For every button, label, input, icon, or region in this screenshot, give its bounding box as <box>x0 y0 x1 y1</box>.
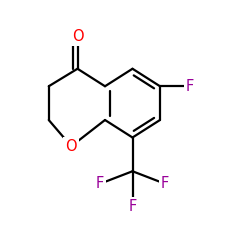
Text: O: O <box>72 29 83 44</box>
Text: F: F <box>161 176 169 191</box>
Text: F: F <box>128 199 136 214</box>
Text: F: F <box>96 176 104 191</box>
Text: F: F <box>186 79 194 94</box>
Text: O: O <box>66 139 77 154</box>
